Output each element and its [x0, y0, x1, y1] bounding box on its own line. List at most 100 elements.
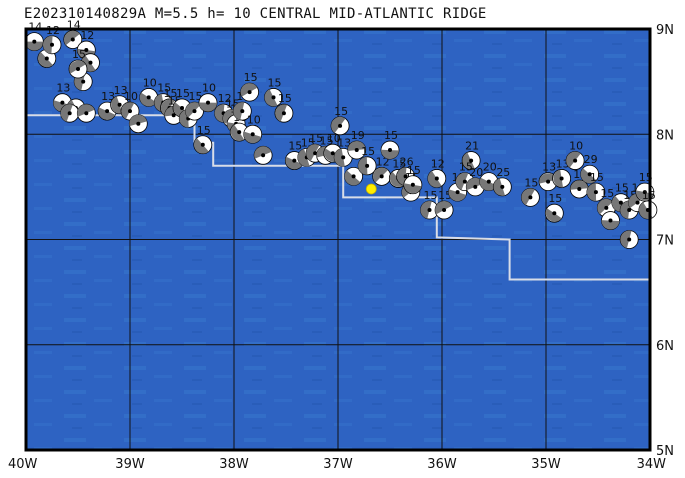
- beachball-quadrant: [331, 116, 346, 133]
- beachball-quadrant: [297, 148, 310, 167]
- depth-label: 15: [459, 161, 473, 174]
- beachball-quadrant: [435, 201, 452, 215]
- longitude-ticks: 40W 39W 38W 37W 36W 35W 34W: [8, 457, 666, 472]
- depth-label: 15: [392, 157, 406, 170]
- depth-label: 20: [469, 166, 483, 179]
- depth-label: 12: [218, 92, 232, 105]
- beachball-quadrant: [254, 146, 272, 159]
- beachball-center: [559, 176, 564, 181]
- beachball-quadrant: [570, 180, 589, 190]
- depth-label: 15: [188, 90, 202, 103]
- beachball-33: 15: [274, 92, 294, 123]
- beachball-center: [473, 184, 478, 189]
- beachball-center: [627, 208, 632, 213]
- beachball-quadrant: [111, 96, 123, 114]
- beachball-center: [105, 109, 110, 114]
- beachball-15: [128, 114, 148, 134]
- longitude-label: 39W: [115, 457, 145, 472]
- beachball-quadrant: [380, 149, 399, 160]
- beachball-center: [403, 174, 408, 179]
- beachball-center: [577, 186, 582, 191]
- beachball-7: 15: [68, 48, 88, 79]
- beachball-center: [250, 132, 255, 137]
- frame-border: [24, 27, 652, 452]
- depth-label: 13: [56, 82, 70, 95]
- beachball-center: [642, 190, 647, 195]
- depth-label: 15: [384, 129, 398, 142]
- beachball-40: 13: [333, 136, 353, 167]
- beachball-quadrant: [448, 189, 467, 202]
- beachball-30: 15: [240, 71, 260, 102]
- beachball-quadrant: [462, 152, 475, 170]
- beachball-center: [627, 237, 632, 242]
- beachball-center: [379, 174, 384, 179]
- depth-label: 15: [590, 171, 604, 184]
- beachball-center: [81, 79, 86, 84]
- beachball-center: [341, 155, 346, 160]
- beachball-center: [354, 148, 359, 153]
- latitude-label: 6N: [656, 339, 674, 354]
- beachball-quadrant: [479, 177, 497, 191]
- beachball-quadrant: [586, 183, 597, 202]
- longitude-label: 34W: [637, 457, 667, 472]
- beachball-11: [76, 103, 96, 123]
- beachball-center: [434, 176, 439, 181]
- map-title: E202310140829A M=5.5 h= 10 CENTRAL MID-A…: [24, 6, 487, 22]
- latitude-label: 8N: [656, 128, 674, 143]
- beachball-center: [171, 113, 176, 118]
- beachball-quadrant: [493, 178, 505, 196]
- beachball-center: [388, 148, 392, 153]
- beachball-50: 15: [403, 164, 423, 195]
- depth-label: 15: [72, 48, 86, 61]
- depth-label: 15: [176, 87, 190, 100]
- beachball-center: [313, 151, 318, 156]
- beachball-center: [604, 205, 609, 210]
- beachball-center: [200, 142, 205, 147]
- beachball-center: [587, 172, 592, 177]
- beachball-66: 29: [580, 153, 600, 184]
- beachball-14: 10: [120, 90, 140, 121]
- beachball-center: [351, 174, 356, 179]
- depth-label: 10: [569, 140, 583, 153]
- depth-label: 13: [542, 161, 556, 174]
- beachball-center: [281, 111, 286, 116]
- depth-label: 15: [424, 189, 438, 202]
- beachball-quadrant: [601, 220, 620, 230]
- beachball-quadrant: [77, 104, 95, 117]
- longitude-label: 36W: [427, 457, 457, 472]
- depth-label: 29: [584, 153, 598, 166]
- beachball-quadrant: [553, 169, 563, 188]
- beachball-quadrant: [198, 102, 217, 112]
- beachball-62: 15: [544, 192, 564, 223]
- beachball-quadrant: [306, 144, 320, 162]
- depth-label: 15: [334, 105, 348, 118]
- beachball-center: [410, 182, 415, 187]
- beachball-quadrant: [455, 172, 469, 190]
- depth-label: 15: [197, 124, 211, 137]
- beachball-45: 12: [372, 155, 392, 186]
- depth-label: 21: [465, 140, 479, 153]
- beachball-center: [330, 151, 335, 156]
- beachball-center: [365, 163, 370, 168]
- depth-label: 10: [247, 113, 261, 126]
- beachball-center: [593, 190, 598, 195]
- beachball-center: [500, 184, 505, 189]
- beachball-center: [462, 179, 467, 184]
- beachball-quadrant: [121, 102, 135, 119]
- beachball-74: 15: [638, 189, 658, 220]
- beachball-quadrant: [466, 177, 484, 191]
- beachball-60: 15: [521, 176, 540, 207]
- beachball-quadrant: [129, 114, 147, 127]
- beachball-69: [601, 211, 620, 230]
- depth-label: 26: [400, 155, 414, 168]
- beachball-56: 15: [455, 161, 475, 192]
- longitude-label: 35W: [531, 457, 561, 472]
- beachball-center: [44, 56, 49, 61]
- beachball-43: [344, 166, 364, 186]
- beachball-center: [552, 211, 557, 216]
- depth-label: 15: [524, 176, 538, 189]
- beachball-center: [117, 102, 122, 107]
- beachball-55: 21: [461, 140, 481, 170]
